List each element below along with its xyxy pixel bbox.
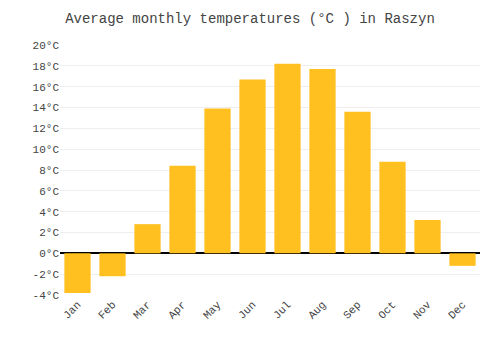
svg-text:10°C: 10°C xyxy=(33,144,60,156)
svg-text:4°C: 4°C xyxy=(39,207,59,219)
svg-text:Mar: Mar xyxy=(131,299,153,321)
svg-text:Jun: Jun xyxy=(236,299,258,321)
svg-text:Aug: Aug xyxy=(306,299,328,321)
svg-text:6°C: 6°C xyxy=(39,186,59,198)
svg-text:Feb: Feb xyxy=(96,299,118,321)
svg-text:Nov: Nov xyxy=(411,299,434,322)
svg-text:Jan: Jan xyxy=(61,299,83,321)
svg-text:14°C: 14°C xyxy=(33,102,60,114)
svg-text:20°C: 20°C xyxy=(33,40,60,52)
svg-text:May: May xyxy=(201,299,224,322)
svg-text:Sep: Sep xyxy=(341,299,363,321)
svg-text:16°C: 16°C xyxy=(33,82,60,94)
svg-text:Jul: Jul xyxy=(271,299,293,321)
svg-text:8°C: 8°C xyxy=(39,165,59,177)
svg-text:0°C: 0°C xyxy=(39,248,59,260)
svg-text:Average monthly temperatures (: Average monthly temperatures (°C ) in Ra… xyxy=(65,11,435,27)
svg-text:Apr: Apr xyxy=(166,299,188,321)
svg-text:18°C: 18°C xyxy=(33,61,60,73)
svg-text:12°C: 12°C xyxy=(33,123,60,135)
svg-text:-2°C: -2°C xyxy=(33,269,60,281)
svg-text:Dec: Dec xyxy=(446,299,468,321)
svg-text:2°C: 2°C xyxy=(39,227,59,239)
svg-text:Oct: Oct xyxy=(376,299,398,321)
svg-text:-4°C: -4°C xyxy=(33,290,60,302)
